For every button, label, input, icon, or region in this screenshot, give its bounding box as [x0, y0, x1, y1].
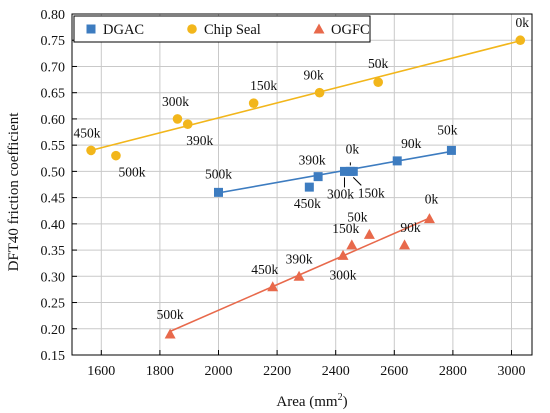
point-label: 390k	[286, 251, 313, 266]
data-point	[348, 166, 358, 176]
data-point	[304, 182, 314, 192]
point-label: 50k	[347, 209, 368, 224]
point-label: 500k	[205, 166, 232, 181]
x-tick-label: 2200	[263, 364, 291, 379]
y-tick-label: 0.60	[41, 113, 66, 128]
point-label: 450k	[251, 262, 278, 277]
point-label: 0k	[516, 15, 530, 30]
data-point	[346, 239, 358, 250]
x-axis-title-close: )	[343, 394, 348, 410]
y-tick-label: 0.50	[41, 165, 66, 180]
y-tick-label: 0.65	[41, 87, 66, 102]
x-tick-label: 2600	[380, 364, 408, 379]
point-label: 90k	[400, 220, 421, 235]
data-point	[172, 114, 183, 124]
legend-marker	[86, 24, 96, 34]
point-label: 0k	[346, 141, 360, 156]
point-label: 300k	[162, 94, 189, 109]
y-tick-label: 0.25	[41, 297, 66, 312]
legend-label: DGAC	[103, 22, 144, 38]
x-axis-title: Area (mm2)	[276, 392, 347, 410]
point-label: 150k	[358, 185, 385, 200]
x-axis-title-superscript: 2	[338, 392, 343, 403]
point-label: 50k	[437, 122, 458, 137]
point-label: 500k	[157, 307, 184, 322]
y-tick-label: 0.20	[41, 323, 66, 338]
data-point	[267, 281, 279, 292]
data-point	[248, 98, 259, 108]
data-point	[337, 249, 349, 260]
point-label: 450k	[294, 196, 321, 211]
point-labels: 500k 450k 390k 300k 0k 150k 90k 50k 450k 500k 300k…	[74, 15, 530, 322]
data-point	[213, 187, 223, 197]
point-label: 300k	[330, 267, 357, 282]
legend-marker	[187, 24, 197, 34]
data-point	[392, 156, 402, 166]
y-tick-labels: 0.15 0.20 0.25 0.30 0.35 0.40 0.45 0.50 0.55 0.60…	[41, 8, 66, 364]
x-tick-label: 2400	[322, 364, 350, 379]
x-tick-label: 1800	[146, 364, 174, 379]
data-point	[363, 228, 375, 239]
point-label: 500k	[118, 165, 145, 180]
point-label: 300k	[327, 186, 354, 201]
data-point	[399, 239, 411, 250]
y-tick-label: 0.35	[41, 244, 66, 259]
y-tick-label: 0.30	[41, 270, 66, 285]
point-label: 90k	[401, 136, 422, 151]
point-label: 150k	[250, 78, 277, 93]
data-point	[423, 213, 435, 224]
y-tick-label: 0.45	[41, 192, 66, 207]
point-label: 150k	[332, 221, 359, 236]
x-tick-labels: 1600 1800 2000 2200 2400 2600 2800 3000	[87, 364, 525, 379]
grid-lines	[72, 13, 532, 356]
y-tick-label: 0.75	[41, 34, 66, 49]
data-point	[111, 150, 121, 161]
label-leader-line	[352, 177, 362, 186]
data-point	[339, 166, 349, 176]
data-markers	[86, 35, 526, 339]
data-point	[373, 77, 383, 87]
point-label: 390k	[186, 133, 213, 148]
point-label: 390k	[299, 153, 326, 168]
x-tick-label: 2000	[204, 364, 232, 379]
point-label: 90k	[303, 68, 324, 83]
data-point	[293, 270, 305, 281]
trend-line-chip-seal	[90, 39, 521, 152]
data-point	[164, 328, 176, 339]
point-label: 50k	[368, 56, 389, 71]
y-tick-label: 0.15	[41, 349, 66, 364]
legend: DGAC Chip Seal OGFC	[73, 15, 371, 43]
point-label: 0k	[425, 192, 439, 207]
trend-line-dgac	[218, 150, 452, 194]
x-tick-label: 3000	[497, 364, 525, 379]
y-axis-title: DFT40 friction coefficient	[6, 112, 22, 272]
data-point	[86, 145, 96, 156]
y-tick-label: 0.55	[41, 139, 66, 154]
data-point	[313, 172, 323, 182]
y-tick-label: 0.70	[41, 60, 66, 75]
legend-marker	[313, 23, 325, 34]
legend-label: Chip Seal	[204, 22, 261, 38]
y-tick-label: 0.80	[41, 8, 66, 23]
x-axis-title-main: Area (mm	[276, 394, 338, 410]
plot-frame	[71, 13, 533, 356]
x-tick-label: 1600	[87, 364, 115, 379]
legend-label: OGFC	[331, 22, 370, 38]
data-point	[515, 35, 526, 46]
point-label: 450k	[74, 125, 101, 140]
data-point	[182, 119, 193, 129]
y-tick-label: 0.40	[41, 218, 66, 233]
data-point	[446, 145, 456, 155]
data-point	[314, 87, 325, 98]
x-tick-label: 2800	[439, 364, 467, 379]
